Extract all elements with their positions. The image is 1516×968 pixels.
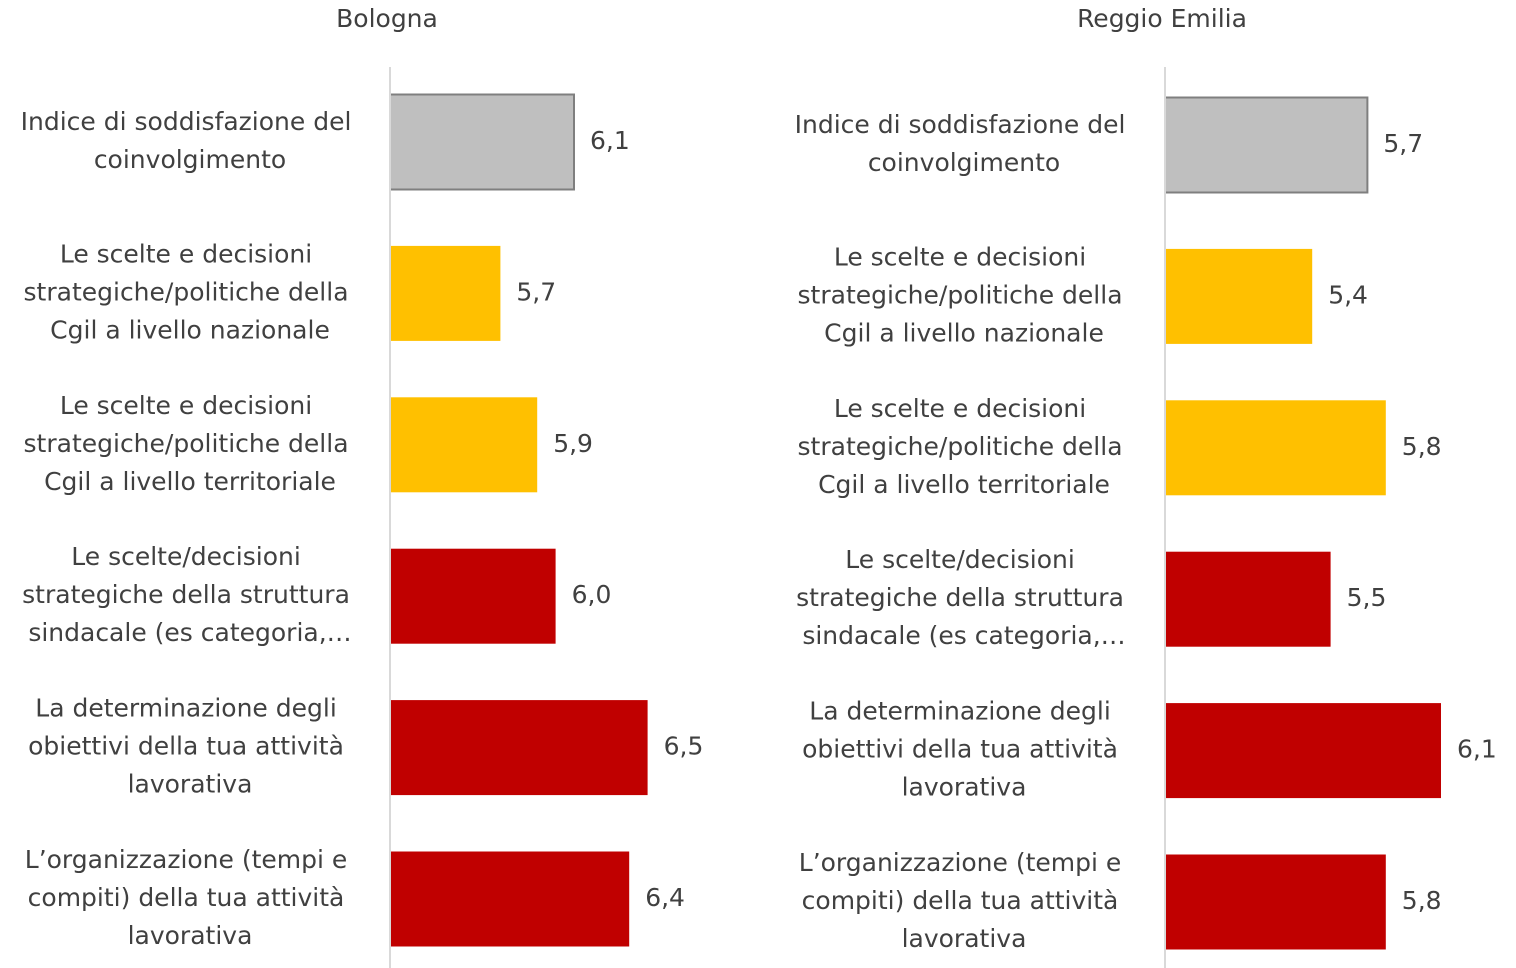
category-label: Le scelte/decisioni strategiche della st… <box>22 542 358 647</box>
bar <box>390 548 556 644</box>
bar <box>1165 248 1313 344</box>
bar <box>1165 703 1441 799</box>
category-label: Indice di soddisfazione del coinvolgimen… <box>795 110 1134 177</box>
bar <box>1165 551 1331 647</box>
category-label: Le scelte/decisioni strategiche della st… <box>796 545 1132 650</box>
value-label: 5,7 <box>516 277 556 306</box>
chart-title: Reggio Emilia <box>1077 4 1247 33</box>
category-label: Le scelte e decisioni strategiche/politi… <box>24 391 357 496</box>
bar <box>1165 400 1386 496</box>
value-label: 6,4 <box>645 883 685 912</box>
value-label: 5,5 <box>1347 583 1387 612</box>
category-label: Le scelte e decisioni strategiche/politi… <box>798 242 1131 347</box>
category-label: Indice di soddisfazione del coinvolgimen… <box>21 107 360 174</box>
bar <box>1164 96 1369 194</box>
value-label: 6,1 <box>590 126 630 155</box>
value-label: 5,8 <box>1402 886 1442 915</box>
bar <box>390 851 630 947</box>
value-label: 6,1 <box>1457 735 1497 764</box>
bar <box>1165 854 1386 950</box>
value-label: 6,0 <box>572 580 612 609</box>
value-label: 5,8 <box>1402 432 1442 461</box>
bar <box>390 245 501 341</box>
bar <box>389 93 575 191</box>
category-label: Le scelte e decisioni strategiche/politi… <box>798 394 1131 499</box>
category-label: L’organizzazione (tempi e compiti) della… <box>25 845 355 950</box>
bar <box>390 700 648 796</box>
value-label: 6,5 <box>664 732 704 761</box>
value-label: 5,4 <box>1328 280 1368 309</box>
category-label: Le scelte e decisioni strategiche/politi… <box>24 239 357 344</box>
category-label: L’organizzazione (tempi e compiti) della… <box>799 848 1129 953</box>
value-label: 5,9 <box>553 429 593 458</box>
value-label: 5,7 <box>1383 129 1423 158</box>
bar <box>390 397 538 493</box>
category-label: La determinazione degli obiettivi della … <box>802 697 1126 802</box>
category-label: La determinazione degli obiettivi della … <box>28 694 352 799</box>
chart-title: Bologna <box>336 4 438 33</box>
